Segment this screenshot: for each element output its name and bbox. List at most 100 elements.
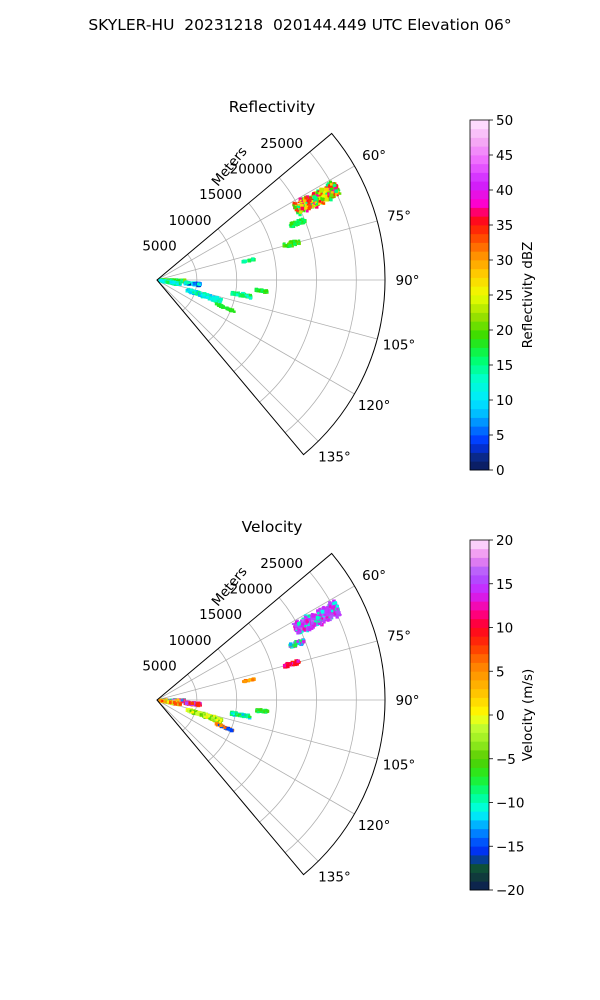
echo-gate: [167, 700, 170, 704]
echo-gate: [205, 296, 208, 299]
echo-gate: [288, 661, 293, 666]
echo-gate: [334, 186, 338, 191]
echo-gate: [308, 616, 311, 619]
echo-gate: [325, 192, 328, 195]
colorbar-tick-label: 25: [496, 288, 513, 304]
echo-gate: [305, 209, 309, 213]
colorbar-segment: [470, 548, 489, 558]
echo-gate: [312, 199, 316, 203]
echo-gate: [170, 280, 173, 284]
echo-gate: [300, 620, 304, 624]
echo-gate: [329, 193, 334, 197]
colorbar-segment: [470, 408, 489, 418]
echo-gate: [293, 206, 297, 210]
echo-gate: [325, 606, 329, 610]
echo-gate: [323, 194, 328, 198]
echo-gate: [179, 279, 182, 283]
echo-gate: [335, 192, 339, 197]
colorbar-segment: [470, 382, 489, 392]
radial-tick-label: 25000: [260, 556, 303, 572]
echo-cluster: [288, 217, 307, 229]
echo-gate: [192, 702, 195, 705]
echo-gate: [336, 194, 339, 197]
echo-gate: [223, 726, 226, 728]
echo-gate: [308, 626, 311, 629]
colorbar-segment: [470, 601, 489, 611]
colorbar-segment: [470, 837, 489, 847]
echo-gate: [206, 296, 210, 299]
radial-tick-label: 15000: [199, 607, 242, 623]
echo-gate: [289, 222, 294, 226]
echo-cluster: [255, 708, 270, 714]
colorbar-tick-label: −5: [496, 752, 516, 768]
echo-gate: [211, 715, 213, 717]
angular-tick-label: 120°: [358, 398, 391, 414]
echo-gate: [304, 617, 308, 621]
echo-gate: [315, 205, 319, 209]
echo-gate: [288, 243, 292, 248]
echo-gate: [219, 299, 223, 303]
echo-gate: [189, 290, 193, 295]
echo-gate: [225, 727, 229, 731]
angular-tick-label: 135°: [318, 869, 351, 885]
echo-gate: [300, 623, 304, 627]
echo-gate: [309, 626, 314, 630]
echo-gate: [326, 197, 329, 200]
echo-gate: [224, 306, 227, 310]
echo-gate: [325, 612, 329, 617]
echo-cluster: [229, 710, 252, 720]
colorbar-tick-label: −10: [496, 796, 525, 812]
echo-cluster: [185, 287, 223, 304]
colorbar-segment: [470, 303, 489, 313]
echo-gate: [315, 615, 320, 620]
echo-gate: [327, 184, 332, 188]
echo-gate: [320, 613, 324, 616]
colorbar-segment: [470, 137, 489, 147]
echo-gate: [322, 606, 326, 610]
echo-gate: [304, 625, 307, 627]
echo-gate: [329, 615, 334, 619]
colorbar-segment: [470, 198, 489, 208]
echo-gate: [322, 619, 325, 622]
echo-cluster: [254, 287, 269, 294]
echo-gate: [291, 623, 294, 625]
echo-cluster: [185, 707, 224, 725]
echo-gate: [292, 203, 295, 207]
echo-gate: [301, 220, 304, 223]
echo-gate: [293, 662, 297, 666]
echo-gate: [303, 201, 307, 205]
echo-gate: [334, 609, 338, 613]
echo-gate: [307, 622, 311, 627]
echo-gate: [331, 186, 335, 190]
echo-gate: [177, 703, 180, 706]
echo-gate: [284, 244, 288, 248]
azimuth-spoke: [156, 279, 319, 442]
echo-gate: [323, 187, 327, 191]
colorbar-segment: [470, 855, 489, 865]
colorbar-segment: [470, 723, 489, 733]
echo-gate: [257, 710, 260, 713]
echo-gate: [333, 604, 336, 607]
radial-tick-label: 5000: [142, 658, 176, 674]
echo-gate: [318, 192, 321, 195]
echo-gate: [318, 201, 322, 205]
echo-gate: [295, 628, 298, 631]
echo-gate: [317, 611, 320, 615]
radial-tick-label: 10000: [169, 213, 212, 229]
echo-gate: [299, 204, 304, 208]
echo-gate: [293, 661, 297, 665]
colorbar-segment: [470, 128, 489, 138]
echo-gate: [257, 288, 260, 291]
echo-gate: [307, 627, 312, 632]
colorbar-tick-label: 10: [496, 393, 513, 409]
echo-gate: [192, 282, 196, 286]
echo-gate: [204, 293, 208, 296]
colorbar-label: Reflectivity dBZ: [520, 242, 536, 349]
echo-gate: [243, 259, 248, 263]
echo-gate: [330, 606, 335, 610]
echo-gate: [295, 224, 298, 227]
echo-gate: [203, 713, 206, 716]
echo-gate: [313, 202, 316, 205]
echo-gate: [219, 718, 223, 722]
echo-gate: [315, 192, 320, 197]
